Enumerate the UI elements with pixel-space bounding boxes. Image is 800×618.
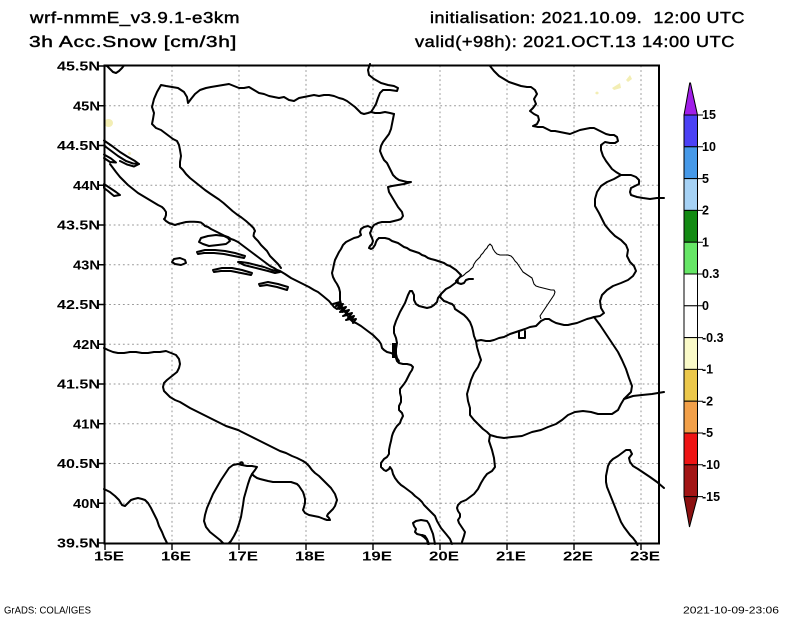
svg-text:-10: -10 (702, 458, 720, 472)
svg-text:45N: 45N (73, 99, 100, 113)
svg-text:valid(+98h): 2021.OCT.13 14:00: valid(+98h): 2021.OCT.13 14:00 UTC (415, 34, 735, 51)
svg-text:-1: -1 (702, 363, 713, 377)
svg-text:2021-10-09-23:06: 2021-10-09-23:06 (683, 606, 780, 617)
svg-text:21E: 21E (496, 550, 526, 564)
svg-text:15: 15 (702, 108, 716, 122)
svg-text:44N: 44N (73, 179, 100, 193)
svg-text:15E: 15E (94, 550, 124, 564)
svg-text:45.5N: 45.5N (57, 60, 100, 74)
svg-text:42N: 42N (73, 338, 100, 352)
svg-text:-0.3: -0.3 (702, 331, 724, 345)
svg-text:40N: 40N (73, 497, 100, 511)
svg-text:GrADS: COLA/IGES: GrADS: COLA/IGES (4, 606, 91, 617)
svg-text:42.5N: 42.5N (57, 298, 100, 312)
svg-text:1: 1 (702, 235, 709, 249)
svg-text:44.5N: 44.5N (57, 139, 100, 153)
svg-text:43N: 43N (73, 258, 100, 272)
svg-text:0.3: 0.3 (702, 267, 719, 281)
svg-text:18E: 18E (295, 550, 325, 564)
svg-text:2: 2 (702, 204, 709, 218)
svg-text:initialisation: 2021.10.09. 1: initialisation: 2021.10.09. 12:00 UTC (430, 10, 745, 27)
svg-text:43.5N: 43.5N (57, 219, 100, 233)
svg-text:20E: 20E (429, 550, 459, 564)
svg-text:-15: -15 (702, 490, 720, 504)
svg-text:39.5N: 39.5N (57, 537, 100, 551)
svg-text:5: 5 (702, 172, 709, 186)
svg-text:0: 0 (702, 299, 709, 313)
svg-text:3h Acc.Snow [cm/3h]: 3h Acc.Snow [cm/3h] (29, 34, 237, 51)
svg-text:-2: -2 (702, 394, 713, 408)
svg-text:-5: -5 (702, 426, 713, 440)
svg-text:22E: 22E (563, 550, 593, 564)
svg-text:19E: 19E (362, 550, 392, 564)
svg-text:41N: 41N (73, 417, 100, 431)
svg-text:23E: 23E (630, 550, 660, 564)
svg-text:16E: 16E (161, 550, 191, 564)
svg-text:wrf-nmmE_v3.9.1-e3km: wrf-nmmE_v3.9.1-e3km (29, 10, 240, 27)
svg-text:40.5N: 40.5N (57, 457, 100, 471)
svg-text:17E: 17E (228, 550, 258, 564)
svg-text:10: 10 (702, 140, 716, 154)
svg-text:41.5N: 41.5N (57, 378, 100, 392)
